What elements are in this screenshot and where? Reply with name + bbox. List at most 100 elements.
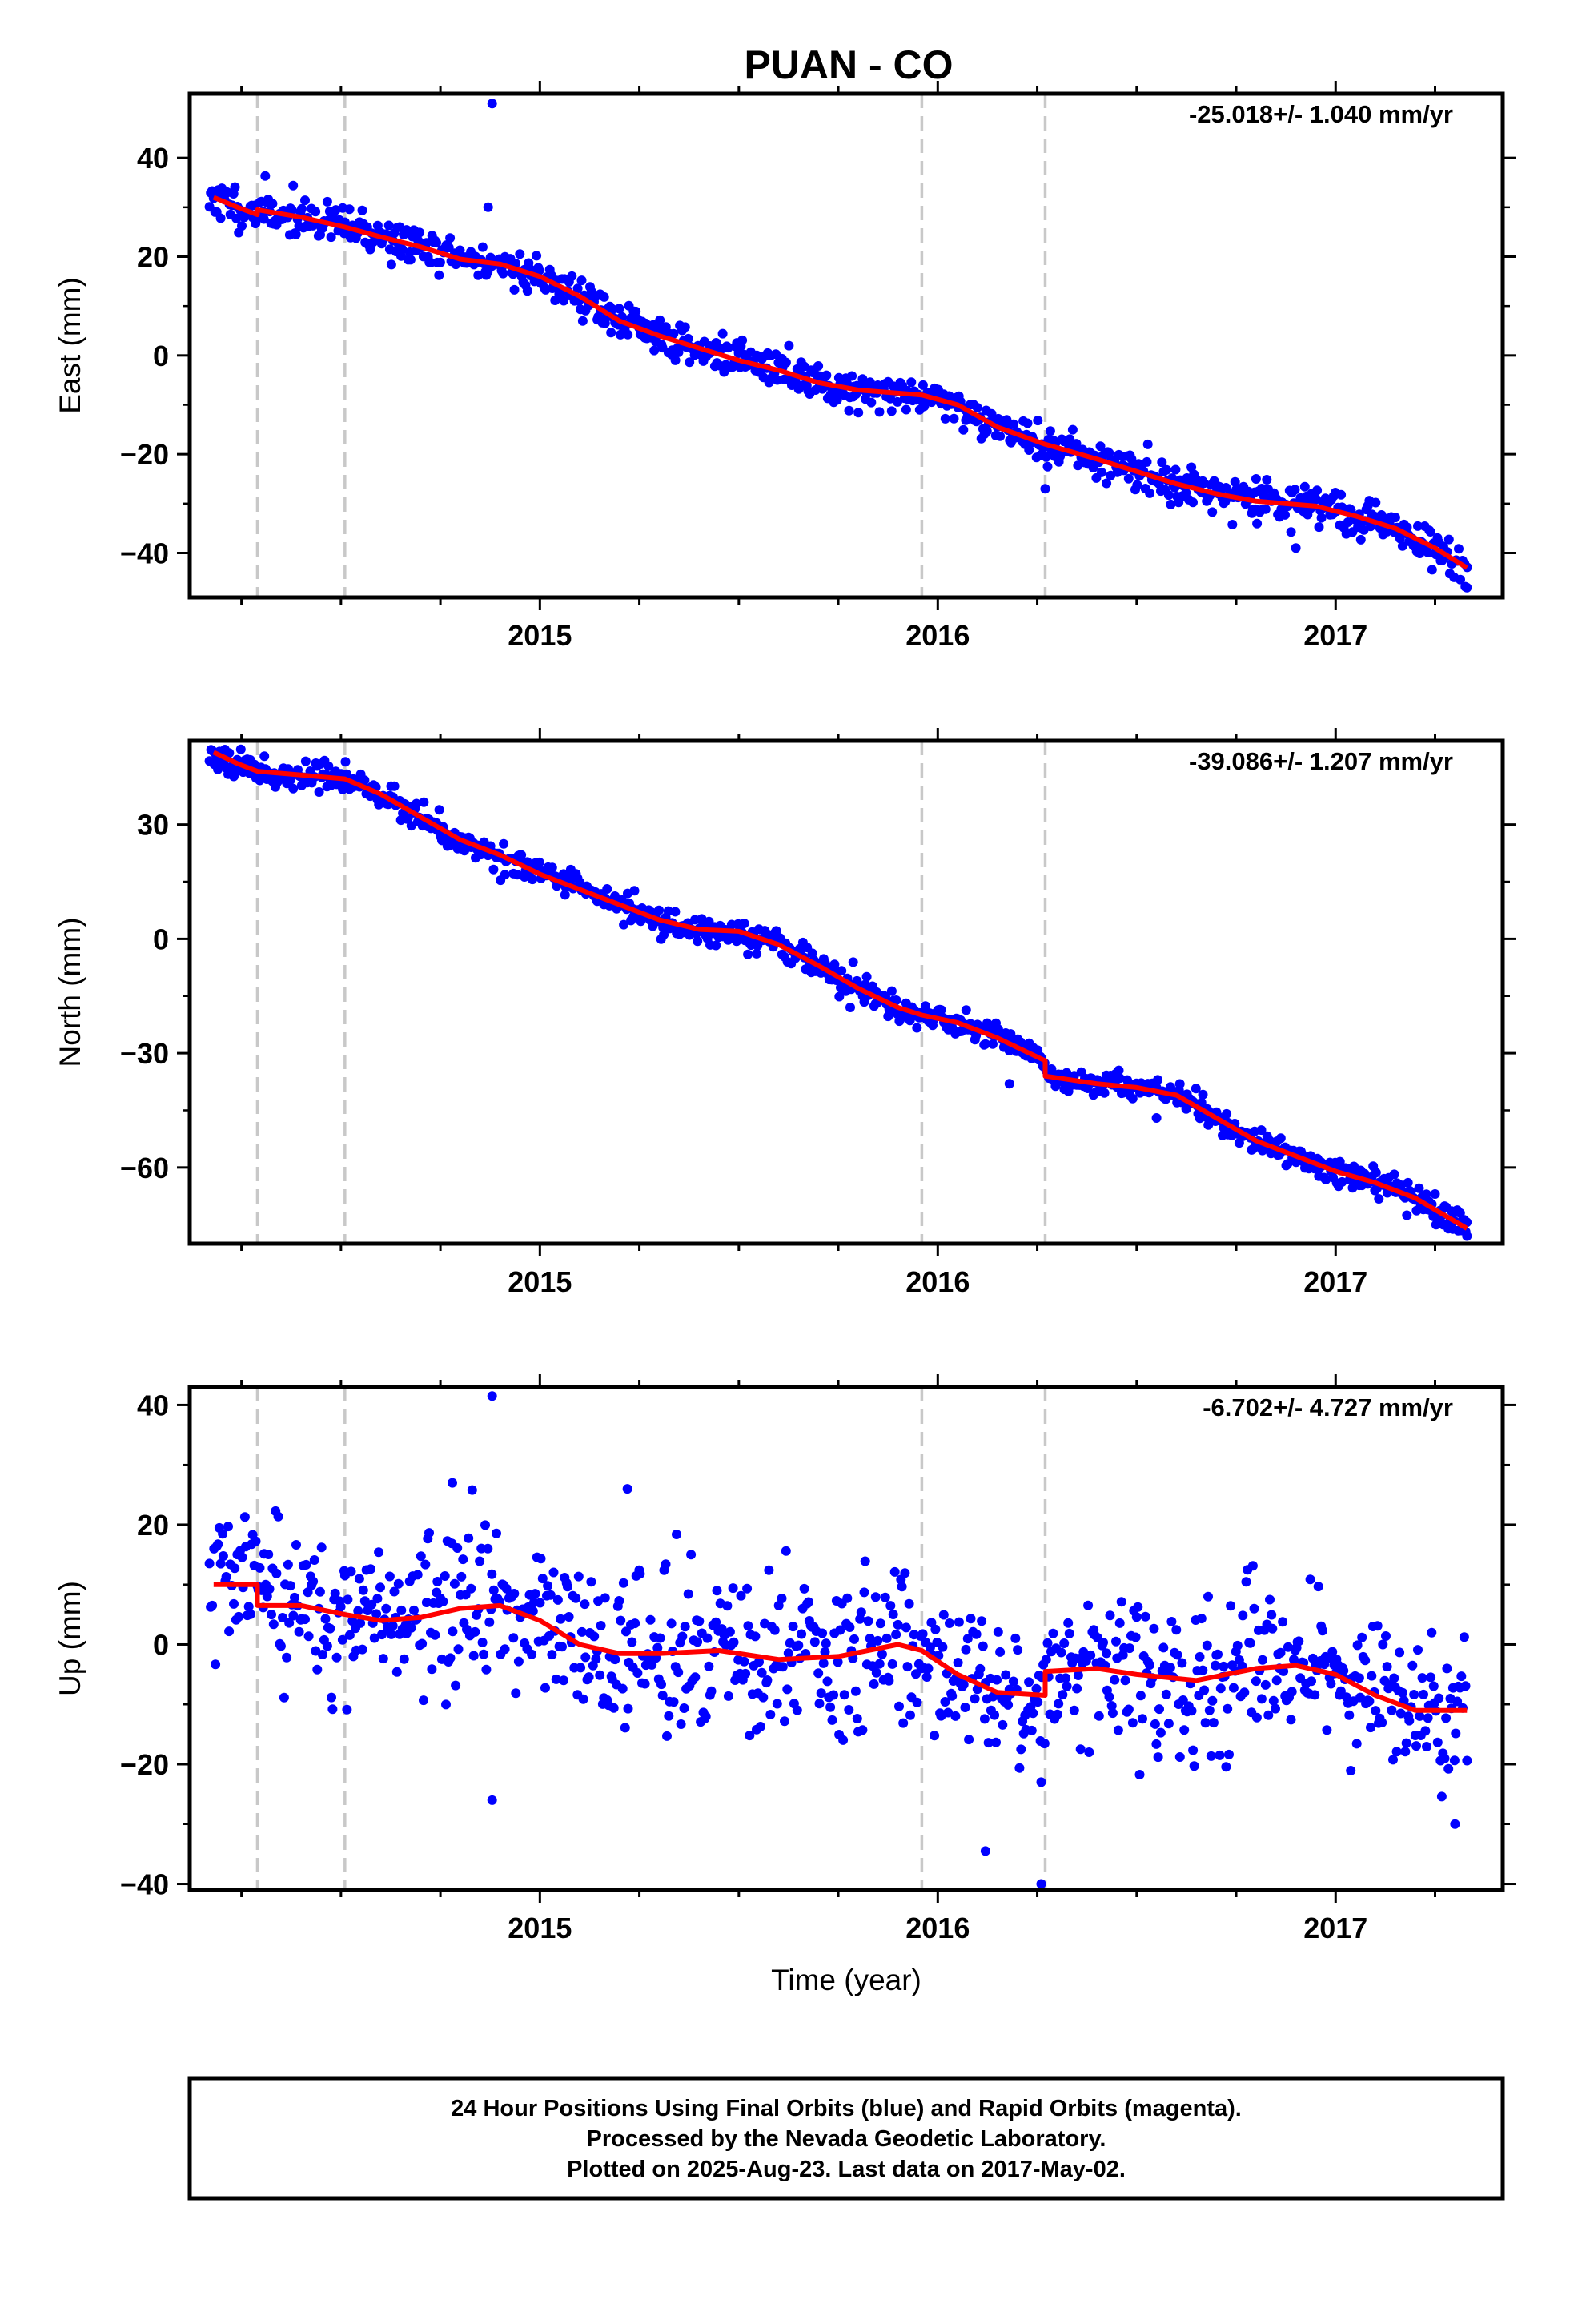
up-data-point (440, 1571, 450, 1581)
up-data-point (669, 1697, 679, 1707)
up-data-point (1226, 1601, 1236, 1611)
up-data-point (315, 1586, 325, 1597)
up-data-point (950, 1711, 961, 1721)
up-data-point (849, 1634, 859, 1644)
north-data-point (659, 930, 669, 940)
up-data-point (979, 1714, 990, 1724)
east-data-point (832, 395, 842, 405)
east-data-point (949, 413, 959, 424)
up-data-point (1140, 1611, 1150, 1622)
up-data-point (852, 1714, 862, 1723)
up-data-point (742, 1583, 753, 1594)
up-data-point (712, 1586, 722, 1596)
up-data-point (875, 1618, 885, 1629)
up-data-point (1232, 1640, 1243, 1651)
up-data-point (1415, 1711, 1425, 1721)
north-data-point (1196, 1097, 1207, 1108)
up-data-point (728, 1583, 738, 1594)
east-data-point (1280, 509, 1290, 520)
up-data-point (680, 1622, 690, 1632)
up-data-point (938, 1642, 948, 1652)
east-data-point (1413, 521, 1423, 531)
up-data-point (1039, 1739, 1050, 1749)
up-data-point (1186, 1706, 1197, 1716)
up-data-point (466, 1583, 476, 1594)
up-ytick-label: −40 (120, 1868, 169, 1901)
up-data-point (1113, 1725, 1123, 1735)
up-data-point (584, 1672, 594, 1683)
up-data-point (1174, 1752, 1185, 1762)
up-data-point (736, 1590, 746, 1601)
up-data-point (1014, 1763, 1025, 1773)
up-model-line (213, 1582, 1468, 1713)
up-data-point (623, 1703, 633, 1714)
up-data-point (1307, 1676, 1316, 1687)
up-data-point (1150, 1719, 1160, 1729)
up-data-point (656, 1679, 666, 1690)
up-data-point (288, 1610, 299, 1621)
north-data-point (886, 986, 897, 996)
up-data-point (917, 1629, 928, 1639)
east-data-point (237, 221, 247, 231)
up-data-point (1064, 1628, 1074, 1638)
east-data-point (886, 406, 897, 416)
north-data-point (314, 787, 324, 797)
up-data-point (285, 1581, 295, 1591)
east-data-point (982, 426, 992, 436)
east-outlier-point (1291, 543, 1301, 553)
up-data-point (992, 1675, 1002, 1685)
up-data-point (993, 1626, 1003, 1637)
up-data-point (420, 1559, 431, 1570)
up-data-point (1391, 1747, 1402, 1757)
up-data-point (559, 1675, 568, 1686)
north-data-point (500, 870, 510, 880)
east-outlier-point (1251, 474, 1261, 484)
up-data-point (267, 1610, 276, 1620)
up-data-point (764, 1565, 774, 1575)
up-data-point (754, 1657, 764, 1667)
east-data-point (623, 329, 633, 340)
up-data-point (470, 1626, 480, 1637)
east-data-point (874, 407, 885, 417)
up-data-point (1107, 1708, 1118, 1719)
up-data-point (1056, 1647, 1066, 1658)
north-data-point (224, 748, 235, 758)
up-data-point (966, 1614, 976, 1624)
east-data-point (357, 205, 367, 215)
up-data-point (1310, 1690, 1320, 1700)
east-data-point (397, 244, 408, 255)
up-data-point (780, 1716, 789, 1727)
up-data-point (1059, 1638, 1070, 1648)
north-data-point (534, 857, 544, 867)
east-outlier-point (483, 202, 493, 212)
up-data-point (889, 1566, 900, 1577)
up-data-point (1048, 1628, 1058, 1638)
up-data-point (1062, 1681, 1072, 1691)
up-data-point (312, 1664, 323, 1675)
east-xtick-label: 2015 (508, 619, 572, 652)
up-data-point (1327, 1647, 1338, 1657)
east-data-point (445, 233, 456, 243)
up-data-point (666, 1618, 677, 1629)
up-data-point (783, 1648, 793, 1659)
up-data-point (1357, 1632, 1367, 1642)
up-data-point (1134, 1770, 1145, 1779)
up-data-point (571, 1593, 581, 1603)
up-data-point (1339, 1666, 1349, 1676)
up-data-point (586, 1577, 596, 1587)
up-data-point (1105, 1610, 1115, 1621)
up-data-point (902, 1662, 913, 1672)
up-data-point (564, 1612, 574, 1622)
up-data-point (618, 1578, 628, 1588)
up-data-point (1207, 1695, 1218, 1706)
up-data-point (580, 1652, 591, 1663)
up-data-point (1278, 1617, 1288, 1627)
up-data-point (262, 1591, 272, 1602)
up-data-point (366, 1564, 375, 1574)
east-data-point (1336, 489, 1347, 500)
up-data-point (874, 1659, 885, 1669)
east-data-point (1022, 418, 1033, 428)
up-data-point (1442, 1663, 1452, 1674)
up-data-point (1016, 1744, 1026, 1755)
north-data-point (1198, 1089, 1208, 1100)
